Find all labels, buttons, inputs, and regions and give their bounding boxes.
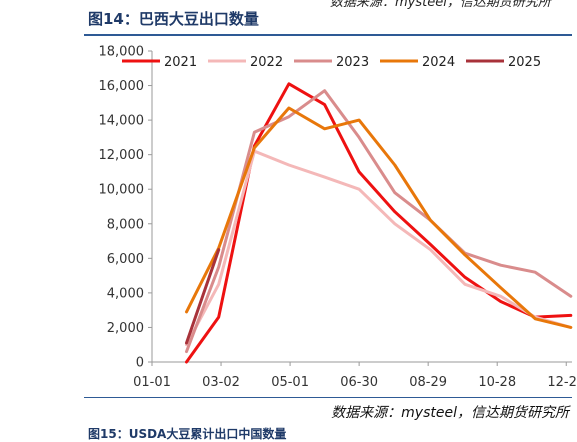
- source-note: 数据来源：mysteel，信达期货研究所: [331, 402, 569, 422]
- legend-label-2024: 2024: [422, 55, 455, 70]
- x-tick-label: 01-01: [133, 375, 171, 390]
- series-line-2023: [187, 91, 571, 352]
- x-tick-label: 08-29: [409, 375, 447, 390]
- x-tick-label: 12-27: [547, 375, 577, 390]
- y-tick-label: 18,000: [99, 45, 145, 60]
- series-line-2024: [187, 108, 571, 327]
- x-tick-label: 06-30: [340, 375, 378, 390]
- legend-label-2021: 2021: [164, 55, 197, 70]
- bottom-rule: [84, 397, 572, 398]
- x-tick-label: 05-01: [271, 375, 309, 390]
- x-tick-label: 10-28: [478, 375, 516, 390]
- legend-label-2025: 2025: [508, 55, 541, 70]
- axes: 0 2,000 4,000 6,000 8,000 10,000 12,000 14,000 1…: [99, 45, 577, 391]
- y-tick-label: 0: [136, 356, 144, 371]
- series-layer: [187, 84, 571, 362]
- y-tick-label: 14,000: [99, 114, 145, 129]
- chart-area: 0 2,000 4,000 6,000 8,000 10,000 12,000 14,000 1…: [0, 0, 577, 400]
- legend-label-2022: 2022: [250, 55, 283, 70]
- y-tick-label: 6,000: [107, 252, 144, 267]
- y-tick-label: 4,000: [107, 286, 144, 301]
- next-figure-title-cut: 图15：USDA大豆累计出口中国数量: [88, 425, 286, 442]
- y-tick-label: 8,000: [107, 217, 144, 232]
- y-tick-label: 12,000: [99, 148, 145, 163]
- y-tick-label: 10,000: [99, 183, 145, 198]
- legend-label-2023: 2023: [336, 55, 369, 70]
- y-tick-label: 16,000: [99, 79, 145, 94]
- x-tick-label: 03-02: [202, 375, 240, 390]
- y-tick-label: 2,000: [107, 321, 144, 336]
- legend: 2021 2022 2023 2024 2025: [122, 55, 541, 70]
- series-line-2021: [187, 84, 571, 362]
